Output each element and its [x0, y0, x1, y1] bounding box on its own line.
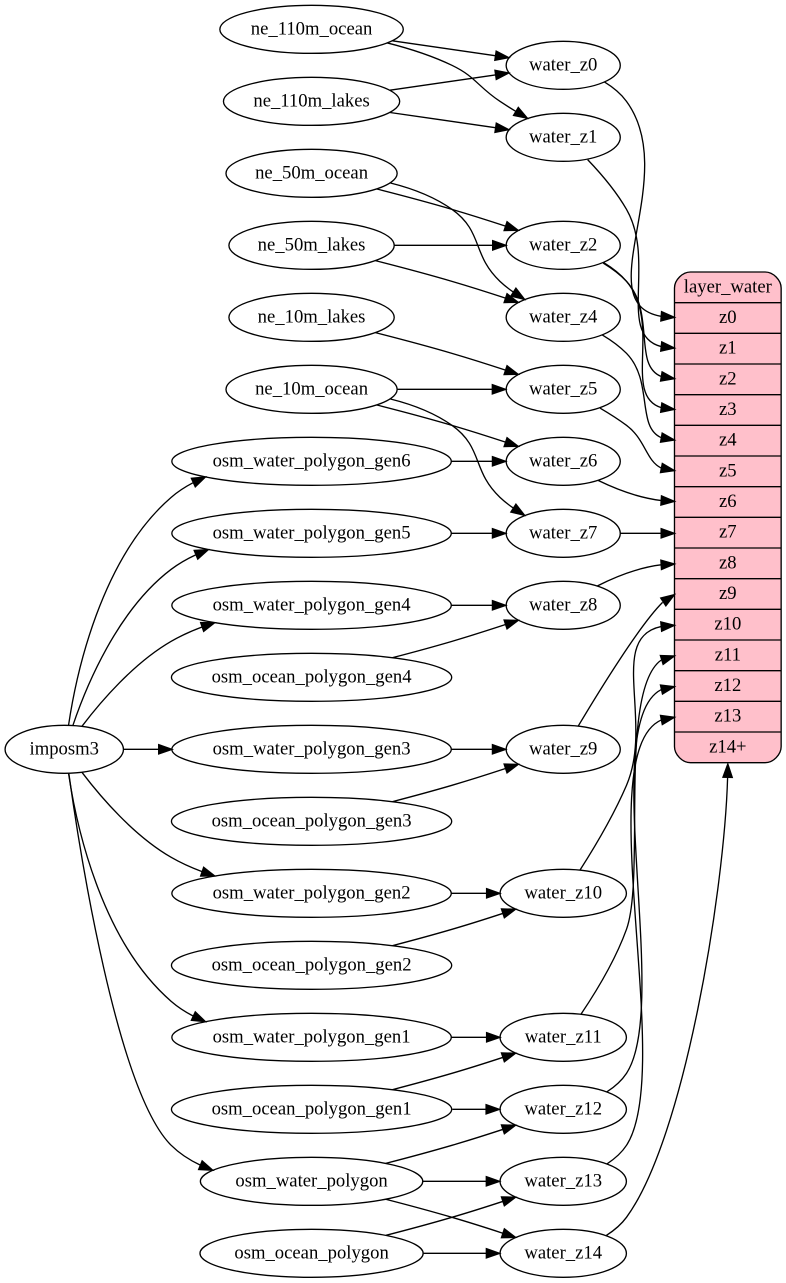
svg-text:ne_110m_lakes: ne_110m_lakes: [253, 90, 369, 111]
svg-text:osm_water_polygon_gen1: osm_water_polygon_gen1: [213, 1026, 411, 1047]
svg-text:z8: z8: [719, 552, 737, 573]
svg-text:osm_ocean_polygon_gen2: osm_ocean_polygon_gen2: [212, 954, 412, 975]
svg-text:water_z10: water_z10: [524, 882, 602, 903]
svg-text:z0: z0: [719, 307, 737, 328]
svg-text:osm_ocean_polygon: osm_ocean_polygon: [234, 1242, 389, 1263]
svg-text:ne_10m_ocean: ne_10m_ocean: [255, 378, 369, 399]
svg-text:osm_ocean_polygon_gen3: osm_ocean_polygon_gen3: [212, 810, 412, 831]
svg-text:water_z13: water_z13: [524, 1170, 602, 1191]
svg-text:z7: z7: [719, 522, 737, 543]
svg-text:ne_50m_ocean: ne_50m_ocean: [255, 162, 369, 183]
svg-text:osm_water_polygon: osm_water_polygon: [235, 1170, 388, 1191]
svg-text:water_z1: water_z1: [529, 126, 597, 147]
svg-text:water_z5: water_z5: [529, 378, 597, 399]
svg-text:water_z8: water_z8: [529, 594, 597, 615]
svg-text:osm_ocean_polygon_gen4: osm_ocean_polygon_gen4: [212, 666, 413, 687]
svg-text:ne_50m_lakes: ne_50m_lakes: [258, 234, 366, 255]
svg-text:z2: z2: [719, 368, 737, 389]
svg-text:water_z7: water_z7: [529, 522, 597, 543]
svg-text:osm_water_polygon_gen3: osm_water_polygon_gen3: [213, 738, 411, 759]
svg-text:z4: z4: [719, 430, 737, 451]
svg-text:z12: z12: [714, 675, 741, 696]
svg-text:z14+: z14+: [709, 736, 746, 757]
svg-text:z9: z9: [719, 583, 737, 604]
svg-text:water_z11: water_z11: [525, 1026, 602, 1047]
svg-text:z11: z11: [715, 644, 741, 665]
svg-text:layer_water: layer_water: [684, 276, 773, 297]
svg-text:water_z12: water_z12: [524, 1098, 602, 1119]
svg-text:imposm3: imposm3: [30, 738, 99, 759]
svg-text:osm_ocean_polygon_gen1: osm_ocean_polygon_gen1: [212, 1098, 412, 1119]
svg-text:ne_110m_ocean: ne_110m_ocean: [251, 18, 373, 39]
svg-text:z6: z6: [719, 491, 737, 512]
svg-text:water_z0: water_z0: [529, 54, 597, 75]
svg-text:water_z9: water_z9: [529, 738, 597, 759]
svg-text:z13: z13: [714, 706, 741, 727]
svg-text:ne_10m_lakes: ne_10m_lakes: [258, 306, 366, 327]
svg-text:osm_water_polygon_gen6: osm_water_polygon_gen6: [213, 450, 411, 471]
svg-text:water_z4: water_z4: [529, 306, 598, 327]
svg-text:water_z6: water_z6: [529, 450, 597, 471]
svg-text:osm_water_polygon_gen4: osm_water_polygon_gen4: [213, 594, 412, 615]
svg-text:water_z2: water_z2: [529, 234, 597, 255]
svg-text:z1: z1: [719, 338, 737, 359]
svg-text:water_z14: water_z14: [524, 1242, 602, 1263]
svg-text:z10: z10: [714, 614, 741, 635]
svg-text:z3: z3: [719, 399, 737, 420]
svg-text:osm_water_polygon_gen2: osm_water_polygon_gen2: [213, 882, 411, 903]
svg-text:z5: z5: [719, 460, 737, 481]
svg-text:osm_water_polygon_gen5: osm_water_polygon_gen5: [213, 522, 411, 543]
